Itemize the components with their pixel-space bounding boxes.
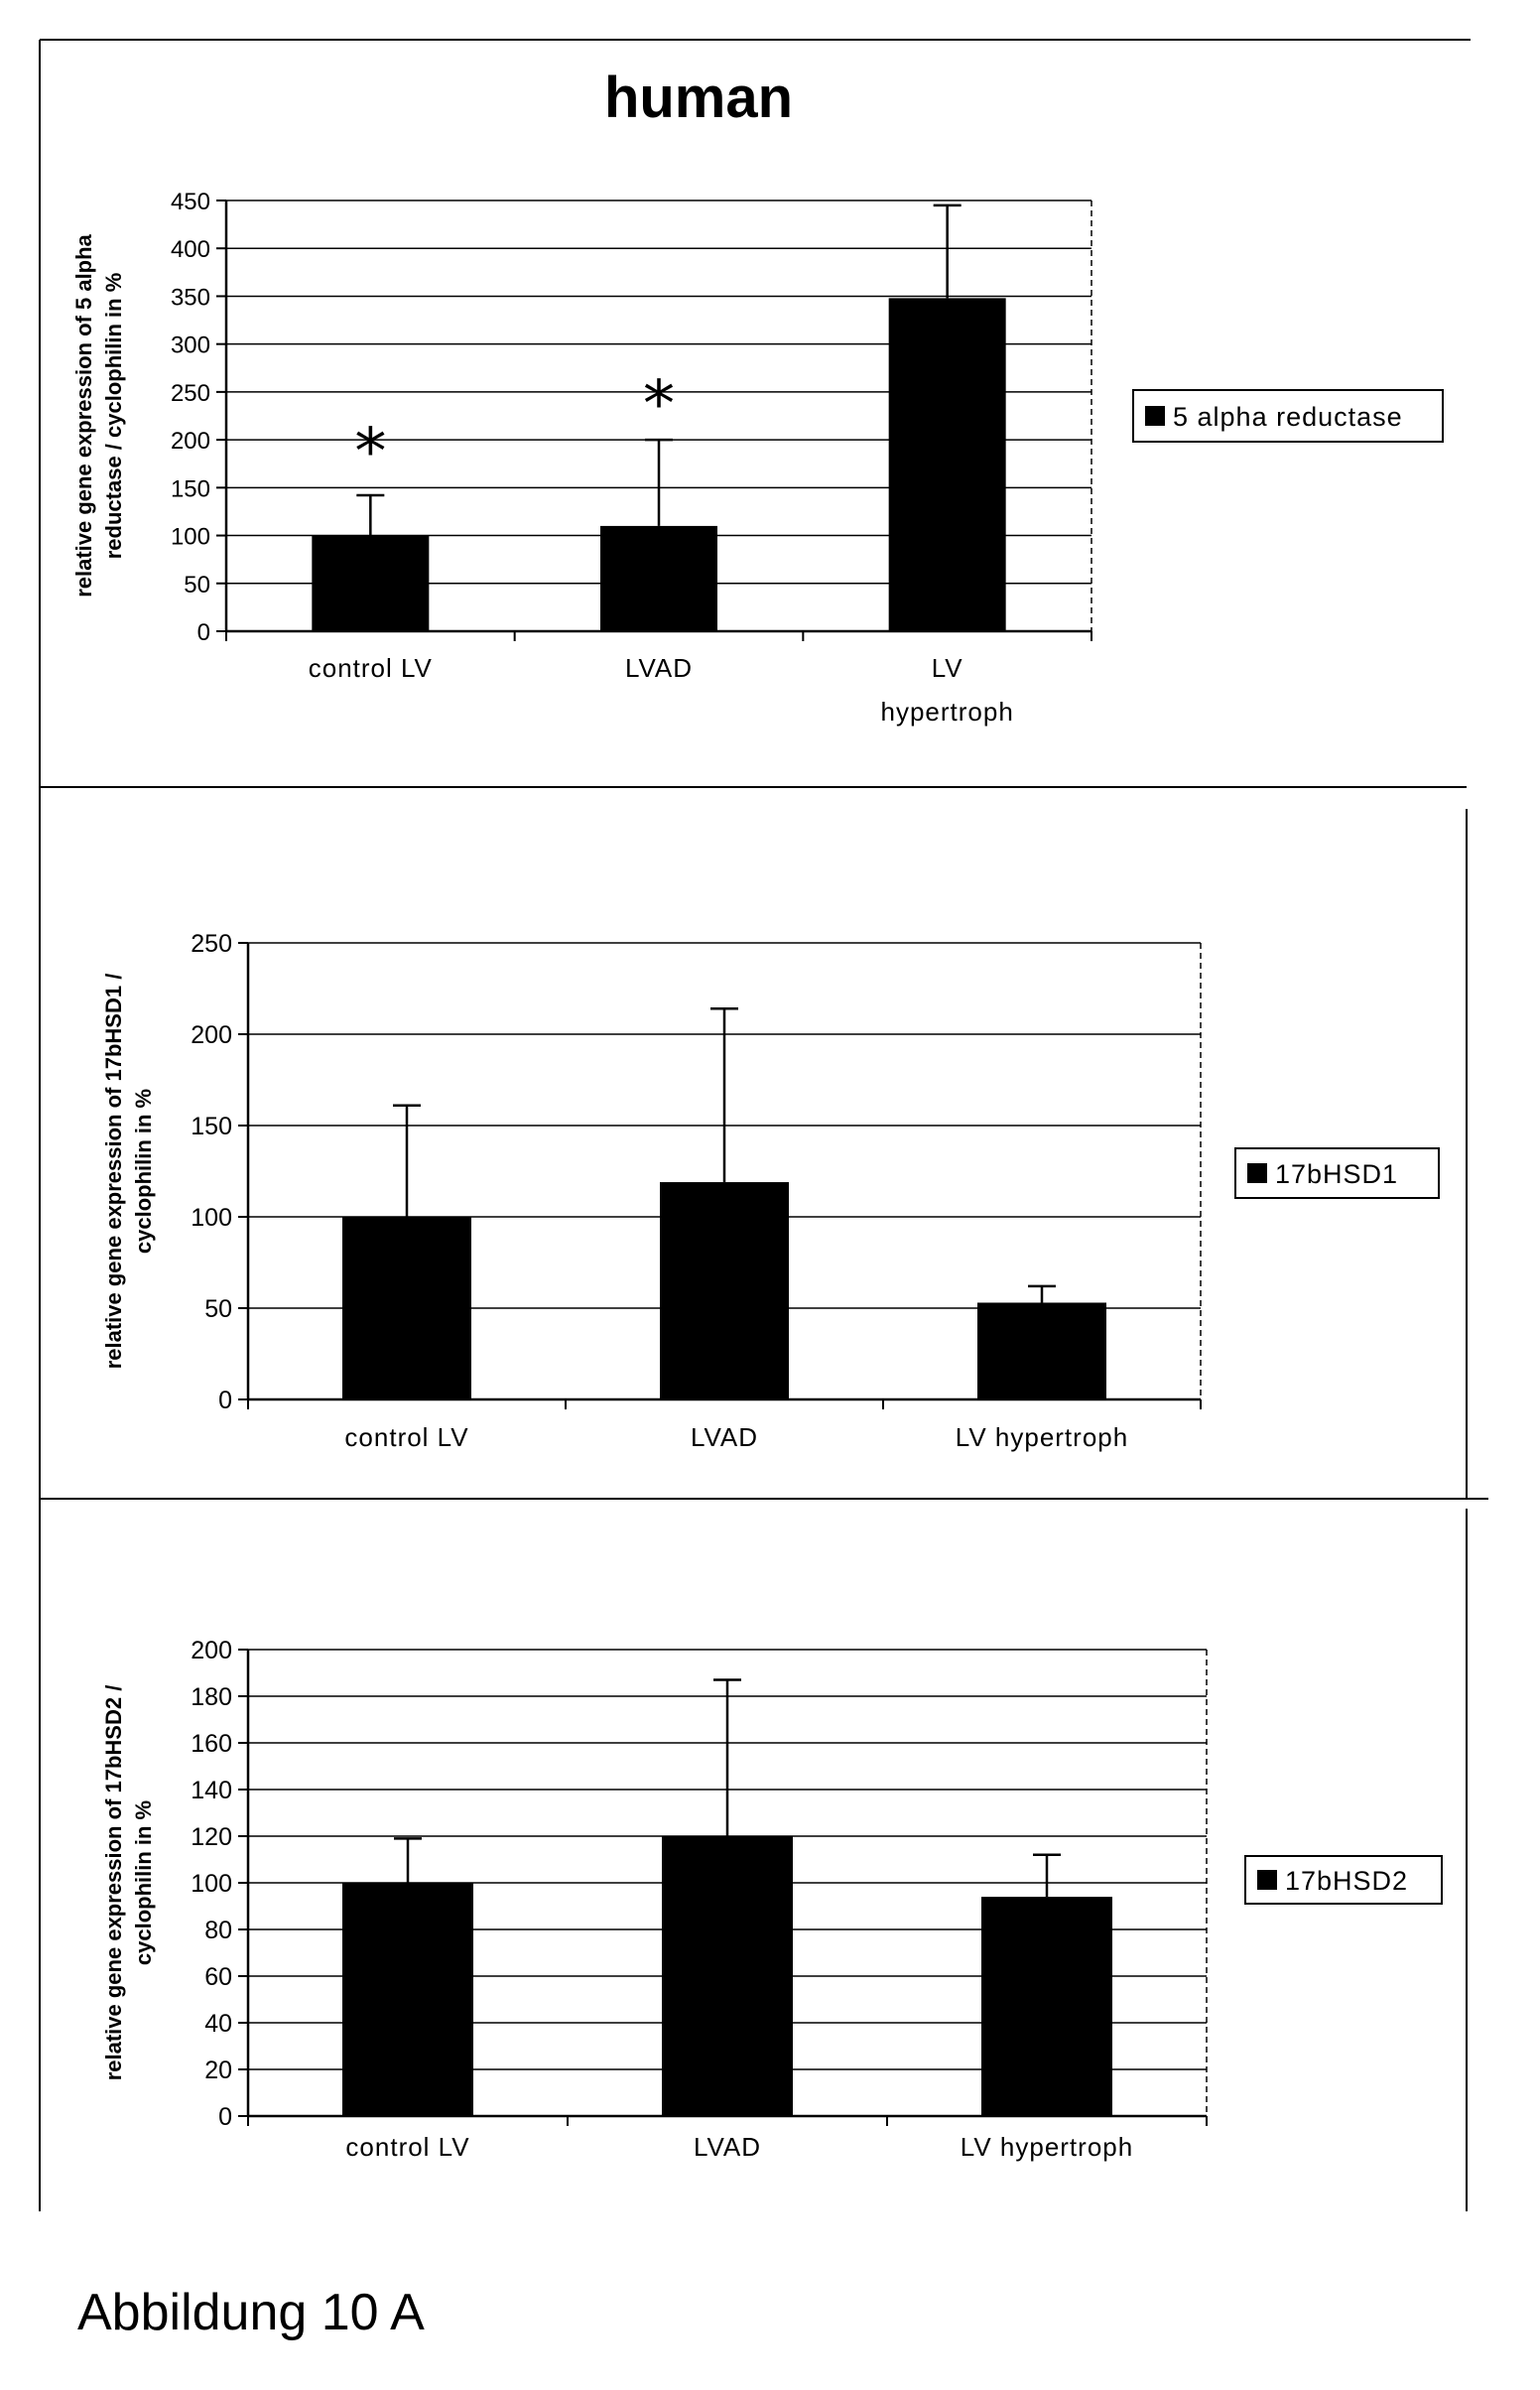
y-tick-label: 120 [191,1823,232,1851]
bar [981,1897,1112,2116]
x-tick-label: hypertroph [881,697,1014,727]
legend-label: 17bHSD1 [1275,1159,1398,1189]
y-tick-label: 250 [191,930,232,958]
y-axis-label: relative gene expression of 17bHSD1 /cyc… [101,974,156,1370]
x-tick-label: control LV [309,653,433,683]
y-tick-label: 0 [197,619,210,646]
y-axis-label-line: cyclophilin in % [131,1800,156,1965]
figure-caption: Abbildung 10 A [77,2284,425,2341]
legend: 5 alpha reductase [1132,389,1444,443]
y-tick-label: 180 [191,1683,232,1711]
y-axis-label: relative gene expression of 17bHSD2 /cyc… [101,1685,156,2081]
chart-17bhsd2: 0 20 40 60 80 100 120 140 160 180 200 relative gene… [101,1637,1443,2162]
legend-label: 5 alpha reductase [1173,402,1403,432]
legend-swatch [1145,406,1165,426]
y-axis-label-line: relative gene expression of 17bHSD1 / [101,974,126,1370]
y-tick-label: 0 [218,2103,232,2131]
y-tick-label: 0 [218,1387,232,1414]
y-axis-label-line: reductase / cyclophilin in % [101,273,126,560]
legend: 17bHSD2 [1244,1855,1443,1905]
chart-5-alpha-reductase: human 0 50 100 150 200 250 300 350 400 450 relative… [71,66,1444,727]
bar [342,1217,471,1399]
y-tick-label: 150 [191,1113,232,1140]
significance-marker: * [643,368,675,442]
y-tick-label: 140 [191,1777,232,1804]
legend-swatch [1247,1163,1267,1183]
y-tick-label: 100 [191,1870,232,1898]
y-tick-label: 160 [191,1730,232,1758]
bar [888,298,1006,631]
y-tick-label: 200 [191,1637,232,1664]
y-tick-label: 250 [171,380,210,407]
y-tick-label: 200 [191,1021,232,1049]
y-tick-label: 300 [171,332,210,359]
y-tick-label: 100 [191,1204,232,1232]
y-tick-label: 50 [204,1295,232,1323]
x-tick-label: LVAD [691,1422,758,1452]
y-tick-label: 60 [204,1963,232,1991]
x-tick-label: control LV [344,1422,468,1452]
bar [977,1302,1106,1399]
legend: 17bHSD1 [1234,1147,1440,1199]
y-tick-label: 150 [171,475,210,502]
y-tick-label: 50 [184,572,210,598]
panel-frames [39,39,1488,2211]
x-tick-label: LV hypertroph [961,2132,1133,2162]
legend-box [1244,1855,1443,1905]
bar [312,535,430,631]
legend-box [1234,1147,1440,1199]
x-tick-label: LVAD [625,653,693,683]
x-tick-label: LV hypertroph [956,1422,1128,1452]
y-axis-label-line: relative gene expression of 5 alpha [71,233,96,597]
y-tick-label: 100 [171,524,210,551]
y-axis-label-line: relative gene expression of 17bHSD2 / [101,1685,126,2081]
legend-swatch [1257,1870,1277,1890]
bar [662,1836,793,2116]
y-tick-label: 200 [171,428,210,455]
y-axis-label-line: cyclophilin in % [131,1089,156,1254]
bar [342,1883,473,2116]
chart-17bhsd1: 0 50 100 150 200 250 relative gene expression … [101,930,1440,1452]
bar [660,1182,789,1399]
chart-title: human [604,66,793,130]
significance-marker: * [354,416,386,489]
x-tick-label: LVAD [694,2132,761,2162]
y-tick-label: 40 [204,2010,232,2038]
y-tick-label: 400 [171,236,210,263]
x-tick-label: LV [932,653,963,683]
y-tick-label: 450 [171,189,210,215]
y-tick-label: 350 [171,284,210,311]
bar [600,525,717,631]
y-tick-label: 20 [204,2057,232,2084]
x-tick-label: control LV [345,2132,469,2162]
legend-box [1132,389,1444,443]
y-tick-label: 80 [204,1917,232,1944]
y-axis-label: relative gene expression of 5 alpha reduc… [71,233,126,597]
legend-label: 17bHSD2 [1285,1866,1408,1896]
